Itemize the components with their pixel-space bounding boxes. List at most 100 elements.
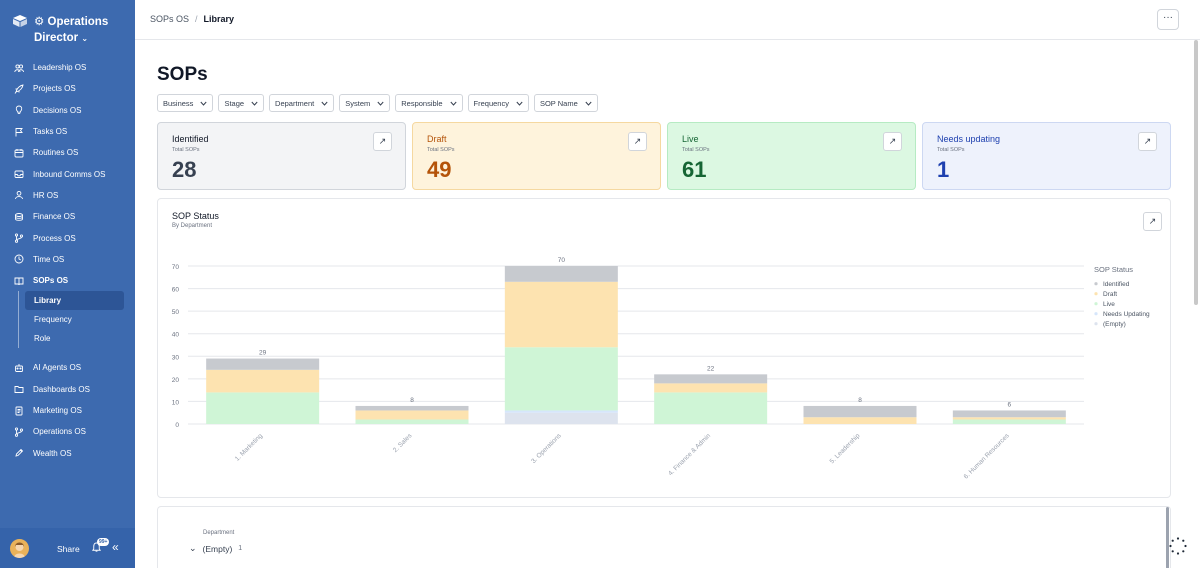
sidebar-item-inbound-comms-os[interactable]: Inbound Comms OS [0, 163, 135, 184]
collapse-sidebar-icon[interactable]: « [112, 540, 119, 554]
sidebar-nav: Leadership OS Projects OS Decisions OS Task… [0, 57, 135, 464]
sidebar-item-dashboards-os[interactable]: Dashboards OS [0, 379, 135, 400]
bar-total-label: 29 [259, 350, 267, 357]
x-tick-label: 2. Sales [392, 432, 414, 454]
sidebar-item-label: Finance OS [33, 212, 76, 222]
loading-spinner-icon [1169, 537, 1187, 555]
legend-swatch [1094, 282, 1098, 286]
open-stat-button[interactable]: ↗ [1138, 132, 1157, 151]
bar-segment [654, 374, 768, 384]
sidebar-item-decisions-os[interactable]: Decisions OS [0, 100, 135, 121]
sidebar-item-ai-agents-os[interactable]: AI Agents OS [0, 357, 135, 378]
sidebar-item-leadership-os[interactable]: Leadership OS [0, 57, 135, 78]
y-tick-label: 60 [172, 287, 180, 294]
avatar[interactable] [10, 539, 29, 558]
sidebar-subitem-role[interactable]: Role [34, 334, 51, 344]
sidebar-subitem-frequency[interactable]: Frequency [34, 315, 72, 325]
chart-subtitle: By Department [172, 223, 213, 229]
table-scrollbar[interactable] [1166, 507, 1169, 568]
rocket-icon [14, 84, 24, 94]
stat-card-sublabel: Total SOPs [427, 147, 455, 153]
open-chart-button[interactable]: ↗ [1143, 212, 1162, 231]
breadcrumb-root[interactable]: SOPs OS [150, 14, 190, 24]
bar-total-label: 22 [707, 365, 715, 372]
group-row-label: (Empty) [202, 543, 233, 554]
bar-segment [355, 410, 469, 420]
open-stat-button[interactable]: ↗ [373, 132, 392, 151]
filter-label: Frequency [473, 98, 509, 108]
sidebar-subitem-library[interactable]: Library [25, 291, 124, 311]
chart-title: SOP Status [172, 211, 219, 221]
stat-card-value: 28 [172, 157, 197, 182]
box-logo-icon [13, 15, 27, 27]
stat-card-value: 49 [427, 157, 452, 182]
flag-icon [15, 127, 23, 137]
stat-card-identified: Identified Total SOPs 28 ↗ [157, 122, 406, 190]
workspace-name[interactable]: ⚙ Operations Director ⌄ [34, 16, 109, 44]
sidebar-item-sops-os[interactable]: SOPs OS [0, 270, 135, 291]
open-stat-button[interactable]: ↗ [883, 132, 902, 151]
sidebar-item-wealth-os[interactable]: Wealth OS [0, 442, 135, 463]
bar-total-label: 6 [1008, 401, 1012, 408]
sidebar-item-projects-os[interactable]: Projects OS [0, 78, 135, 99]
users-icon [15, 191, 23, 200]
sidebar-item-hr-os[interactable]: HR OS [0, 185, 135, 206]
filter-business[interactable]: Business [157, 94, 214, 112]
gear-icon: ⚙ [34, 16, 45, 28]
bar-segment [803, 417, 917, 424]
filter-bar: Business Stage Department System Responsible… [157, 94, 598, 112]
legend-swatch [1094, 292, 1098, 296]
sidebar-item-routines-os[interactable]: Routines OS [0, 142, 135, 163]
legend-item: Live [1103, 301, 1115, 308]
filter-frequency[interactable]: Frequency [467, 94, 529, 112]
filter-label: Responsible [401, 98, 443, 108]
filter-stage[interactable]: Stage [218, 94, 265, 112]
bar-segment [504, 347, 618, 411]
group-row[interactable]: ⌄ (Empty) 1 [189, 543, 242, 554]
share-button[interactable]: Share [57, 544, 80, 554]
topbar: SOPs OS / Library ··· [135, 0, 1200, 40]
sidebar-item-label: Operations OS [33, 427, 86, 437]
bar-segment [504, 410, 618, 413]
legend-swatch [1094, 302, 1098, 306]
x-tick-label: 1. Marketing [234, 432, 265, 463]
filter-label: Business [163, 98, 194, 108]
sidebar-item-label: Dashboards OS [33, 384, 90, 394]
stat-card-label: Live [682, 134, 699, 144]
group-header: Department [203, 530, 235, 536]
page-scrollbar[interactable] [1194, 40, 1198, 305]
folder-icon [14, 386, 24, 394]
stat-card-label: Draft [427, 134, 447, 144]
stat-card-label: Identified [172, 134, 209, 144]
sidebar-item-label: Time OS [33, 254, 65, 264]
chevron-down-icon [377, 101, 384, 106]
stat-card-value: 1 [937, 157, 950, 182]
sidebar-item-label: Projects OS [33, 84, 76, 94]
stat-card-label: Needs updating [937, 134, 1001, 144]
sidebar-item-label: Decisions OS [33, 105, 82, 115]
sidebar-item-finance-os[interactable]: Finance OS [0, 206, 135, 227]
filter-system[interactable]: System [339, 94, 391, 112]
coins-icon [15, 212, 23, 221]
sidebar-item-label: AI Agents OS [33, 363, 82, 373]
bar-segment [803, 405, 917, 418]
branch-icon [14, 233, 24, 243]
sidebar-item-operations-os[interactable]: Operations OS [0, 421, 135, 442]
chevron-down-icon[interactable]: ⌄ [189, 543, 197, 553]
open-stat-button[interactable]: ↗ [628, 132, 647, 151]
sop-status-chart-panel: SOP Status By Department ↗ 0 10 20 30 40 50 60… [157, 198, 1171, 498]
filter-responsible[interactable]: Responsible [395, 94, 463, 112]
bar-segment [952, 419, 1066, 424]
pen-icon [15, 448, 24, 457]
sidebar-item-process-os[interactable]: Process OS [0, 227, 135, 248]
sidebar-item-tasks-os[interactable]: Tasks OS [0, 121, 135, 142]
more-options-button[interactable]: ··· [1157, 9, 1179, 30]
group-row-count: 1 [238, 545, 243, 552]
filter-sop-name[interactable]: SOP Name [533, 94, 598, 112]
sop-status-chart: 0 10 20 30 40 50 60 70 29 1. Marketing 8 2. Sales 70… [172, 257, 1150, 481]
sidebar-item-time-os[interactable]: Time OS [0, 249, 135, 270]
x-tick-label: 6. Human Resources [963, 432, 1012, 481]
sidebar-item-marketing-os[interactable]: Marketing OS [0, 400, 135, 421]
filter-department[interactable]: Department [269, 94, 335, 112]
stat-card-sublabel: Total SOPs [172, 147, 200, 153]
